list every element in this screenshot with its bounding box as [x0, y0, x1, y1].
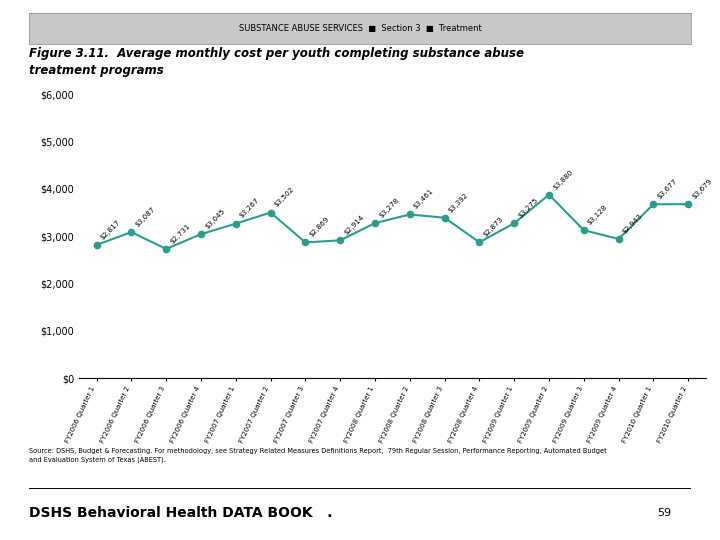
- Text: $3,267: $3,267: [238, 197, 261, 219]
- Text: $2,943: $2,943: [621, 213, 644, 235]
- Text: $3,392: $3,392: [447, 191, 469, 213]
- Text: $2,914: $2,914: [343, 214, 365, 236]
- Text: $3,045: $3,045: [204, 208, 226, 230]
- Text: $3,679: $3,679: [691, 178, 714, 200]
- Text: $3,087: $3,087: [134, 206, 156, 228]
- Text: $3,128: $3,128: [587, 204, 609, 226]
- Text: $3,880: $3,880: [552, 168, 574, 191]
- Text: $3,278: $3,278: [378, 197, 400, 219]
- Text: $3,677: $3,677: [656, 178, 678, 200]
- Text: $3,461: $3,461: [413, 188, 435, 210]
- Text: $2,817: $2,817: [99, 219, 122, 241]
- Text: $2,873: $2,873: [482, 216, 505, 238]
- Text: $3,275: $3,275: [517, 197, 539, 219]
- Text: Source: DSHS, Budget & Forecasting. For methodology, see Strategy Related Measur: Source: DSHS, Budget & Forecasting. For …: [29, 448, 606, 463]
- Text: DSHS Behavioral Health DATA BOOK   .: DSHS Behavioral Health DATA BOOK .: [29, 506, 333, 520]
- Text: SUBSTANCE ABUSE SERVICES  ■  Section 3  ■  Treatment: SUBSTANCE ABUSE SERVICES ■ Section 3 ■ T…: [238, 24, 482, 33]
- Text: $3,502: $3,502: [274, 186, 296, 208]
- Text: $2,731: $2,731: [169, 222, 192, 245]
- Text: 59: 59: [657, 508, 671, 518]
- Text: $2,869: $2,869: [308, 216, 330, 238]
- Text: Figure 3.11.  Average monthly cost per youth completing substance abuse
treatmen: Figure 3.11. Average monthly cost per yo…: [29, 47, 523, 77]
